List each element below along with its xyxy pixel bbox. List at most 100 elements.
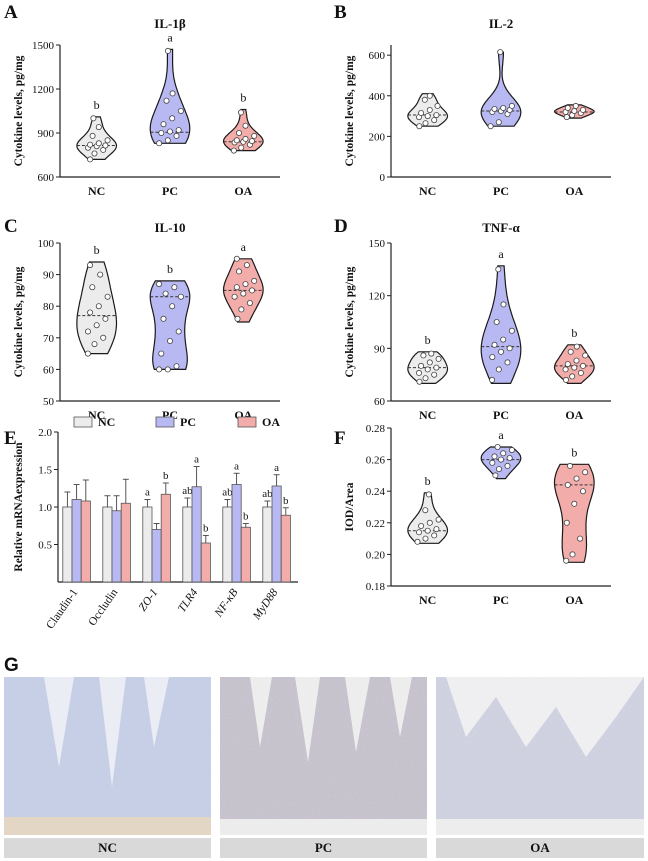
panel-e-bar-oa <box>280 514 291 583</box>
panel-c-point <box>177 293 184 300</box>
panel-b-ytick-label: 400 <box>369 91 386 103</box>
panel-e-bar-nc <box>62 506 73 583</box>
panel-c-point <box>238 306 245 313</box>
panel-d-ytick-label: 90 <box>374 343 386 355</box>
panel-e-bar-oa <box>80 500 91 583</box>
panel-e-bar-oa <box>160 493 171 583</box>
panel-e-y-label: Relative mRNAexpression <box>13 442 25 572</box>
panel-f-point <box>504 462 511 469</box>
panel-a-point <box>235 129 242 136</box>
panel-f-point <box>582 469 589 476</box>
panel-d-point <box>497 348 504 355</box>
panel-f-point <box>508 447 515 454</box>
panel-a-point <box>177 108 184 115</box>
panel-b-point <box>491 106 498 113</box>
panel-e-sig-letter: ab <box>222 487 233 499</box>
panel-c-point <box>104 293 111 300</box>
panel-e-xtick-label: TLR4 <box>176 587 201 615</box>
panel-d-point <box>491 341 498 348</box>
panel-c-sig-letter: b <box>167 262 173 276</box>
panel-f: 0.18 0.20 0.22 0.24 0.26 0.28 IOD/Area Fb NC a PC b… <box>334 423 611 607</box>
panel-a: 600 900 1200 1500 Cytokine levels, pg/mg A IL-… <box>4 2 280 198</box>
panel-f-xtick-label: OA <box>565 593 583 607</box>
panel-a-point <box>242 135 249 142</box>
panel-c-point <box>87 309 94 316</box>
panel-e-ytick-label: 1.0 <box>38 502 52 514</box>
panel-b-ytick-label: 0 <box>380 172 386 184</box>
panel-b-point <box>422 120 429 127</box>
panel-e-letter: E <box>4 428 17 449</box>
panel-b-violin-pc <box>480 51 522 127</box>
panel-c-point <box>156 366 163 373</box>
panel-f-point <box>424 527 431 534</box>
panel-e-xtick-label: ZO-1 <box>137 587 161 614</box>
panel-c-ytick-label: 50 <box>43 396 55 408</box>
panel-a-xtick-label: OA <box>234 184 252 198</box>
panel-f-point <box>491 453 498 460</box>
panel-a-title: IL-1β <box>154 16 186 31</box>
panel-e-sig-letter: a <box>145 487 150 499</box>
micrograph-oa-image <box>436 677 644 835</box>
panel-c-point <box>160 315 167 322</box>
micrograph-oa <box>436 677 644 835</box>
panel-f-xtick-label: PC <box>493 593 509 607</box>
panel-f-ytick-label: 0.28 <box>366 423 386 435</box>
panel-d-point <box>426 359 433 366</box>
panel-b-y-label: Cytokine levels, pg/mg <box>344 55 356 166</box>
panel-a-point <box>89 132 96 139</box>
panel-a-point <box>242 122 249 129</box>
panel-d-point <box>489 376 496 383</box>
panel-f-point <box>426 519 433 526</box>
panel-d-point <box>435 355 442 362</box>
panel-d-point <box>564 361 571 368</box>
panel-b-point <box>572 102 579 109</box>
panel-a-sig-letter: b <box>240 91 246 105</box>
panel-a-y-label: Cytokine levels, pg/mg <box>13 55 25 166</box>
panel-f-point <box>494 443 501 450</box>
panel-c-point <box>251 277 258 284</box>
panel-d-point <box>562 366 569 373</box>
panel-d-point <box>495 366 502 373</box>
panel-b-ytick-label: 600 <box>369 50 386 62</box>
panel-c: 50 60 70 80 90 100 Cytokine levels, pg/mg C IL-1… <box>4 216 280 422</box>
micrograph-pc-image <box>220 677 427 835</box>
micrograph-nc-image <box>4 677 211 835</box>
panel-a-letter: A <box>4 2 18 23</box>
panel-f-sig-letter: b <box>425 474 431 488</box>
panel-f-ytick-label: 0.20 <box>366 549 386 561</box>
panel-d-ytick-label: 150 <box>369 238 386 250</box>
panel-a-point <box>251 132 258 139</box>
panel-c-point <box>95 303 102 310</box>
panel-d-point <box>563 376 570 383</box>
panel-d-point <box>422 375 429 382</box>
panel-f-sig-letter: a <box>498 428 504 442</box>
panel-e-xtick-label: Claudin-1 <box>44 587 80 632</box>
panel-b-point <box>563 114 570 121</box>
panel-b-point <box>487 123 494 130</box>
panel-f-point <box>433 526 440 533</box>
panel-d-point <box>573 357 580 364</box>
panel-a-point <box>238 144 245 151</box>
panel-b-point <box>426 107 433 114</box>
panel-d-point <box>433 364 440 371</box>
panel-c-point <box>164 366 171 373</box>
panel-c-point <box>102 315 109 322</box>
panel-d-point <box>567 348 574 355</box>
panel-a-xtick-label: PC <box>162 184 178 198</box>
panel-f-point <box>564 481 571 488</box>
panel-c-ytick-label: 90 <box>43 270 55 282</box>
panel-e-legend-label: PC <box>180 415 196 429</box>
panel-c-point <box>173 363 180 370</box>
panel-f-y-label: IOD/Area <box>344 482 356 531</box>
panel-c-ytick-label: 60 <box>43 364 55 376</box>
panel-label-g: G <box>4 655 19 676</box>
micrograph-label-oa: OA <box>436 838 644 858</box>
panel-e-xtick-label: MyD88 <box>250 587 280 623</box>
panel-a-point <box>91 150 98 157</box>
panel-e-sig-letter: b <box>203 523 209 535</box>
panel-d-point <box>415 369 422 376</box>
panel-c-point <box>93 322 100 329</box>
panel-c-point <box>246 299 253 306</box>
panel-b-point <box>416 123 423 130</box>
panel-a-xtick-label: NC <box>88 184 105 198</box>
